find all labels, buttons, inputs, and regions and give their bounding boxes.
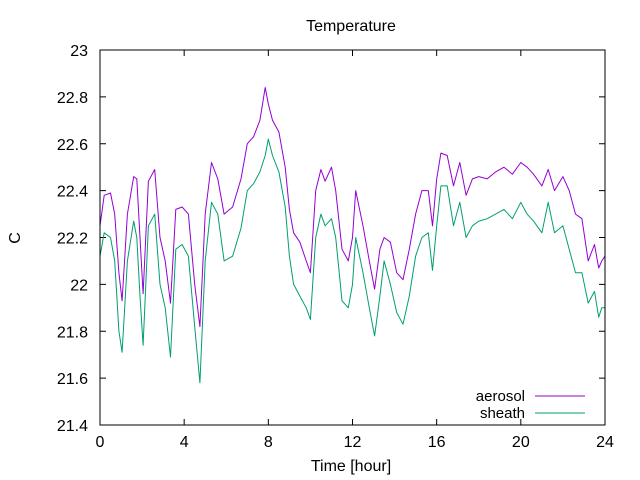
y-axis-label: C [7, 232, 24, 244]
legend-label-sheath: sheath [480, 405, 525, 422]
y-tick-label: 23 [70, 43, 88, 60]
x-axis-label: Time [hour] [311, 458, 391, 475]
y-tick-label: 22.2 [57, 231, 88, 248]
y-tick-label: 21.4 [57, 418, 88, 435]
y-tick-label: 22.8 [57, 90, 88, 107]
legend-label-aerosol: aerosol [476, 388, 525, 405]
series-line-sheath [99, 138, 605, 384]
y-axis-ticks: 21.4 21.6 21.8 22 22.2 22.4 22.6 22.8 23 [57, 43, 605, 435]
y-tick-label: 22.4 [57, 184, 88, 201]
x-tick-label: 8 [264, 434, 273, 451]
y-tick-label: 21.8 [57, 324, 88, 341]
x-tick-label: 12 [344, 434, 362, 451]
x-tick-label: 24 [596, 434, 614, 451]
x-tick-label: 0 [96, 434, 105, 451]
x-tick-label: 20 [512, 434, 530, 451]
series-line-aerosol [99, 87, 606, 328]
series-layer [99, 87, 606, 384]
y-tick-label: 21.6 [57, 371, 88, 388]
y-tick-label: 22 [70, 277, 88, 294]
chart-title: Temperature [306, 18, 396, 35]
x-tick-label: 4 [180, 434, 189, 451]
plot-frame [99, 49, 606, 426]
y-tick-label: 22.6 [57, 137, 88, 154]
legend: aerosol sheath [476, 388, 585, 422]
x-tick-label: 16 [428, 434, 446, 451]
